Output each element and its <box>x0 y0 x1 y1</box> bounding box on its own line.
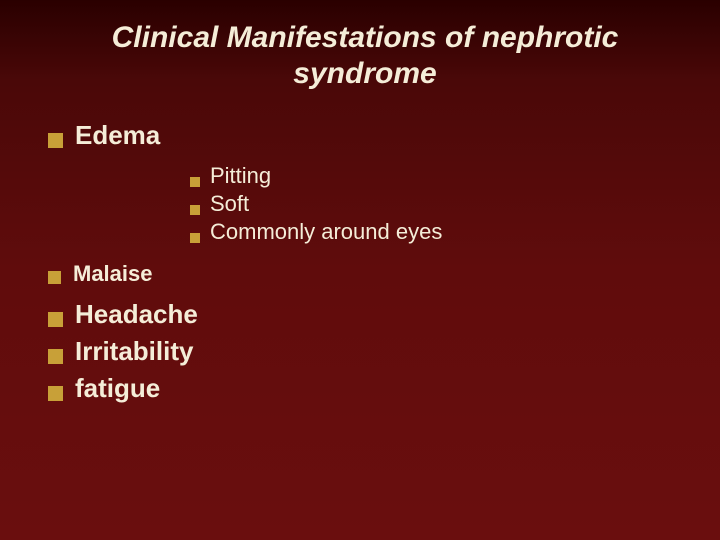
bullet-edema: Edema <box>48 120 690 151</box>
sub-bullet-soft: Soft <box>190 191 690 217</box>
bullet-text: Edema <box>75 120 160 151</box>
bullet-text: Irritability <box>75 336 193 367</box>
bullet-headache: Headache <box>48 299 690 330</box>
square-bullet-icon <box>48 349 63 364</box>
square-bullet-icon <box>48 271 61 284</box>
bullet-text: Headache <box>75 299 198 330</box>
square-bullet-icon <box>48 133 63 148</box>
square-bullet-icon <box>190 205 200 215</box>
bullet-text: Soft <box>210 191 249 217</box>
bullet-text: Malaise <box>73 261 153 287</box>
square-bullet-icon <box>48 312 63 327</box>
sub-bullet-eyes: Commonly around eyes <box>190 219 690 245</box>
square-bullet-icon <box>48 386 63 401</box>
sub-bullet-pitting: Pitting <box>190 163 690 189</box>
bullet-malaise: Malaise <box>48 261 690 287</box>
slide-container: Clinical Manifestations of nephrotic syn… <box>0 0 720 540</box>
bullet-text: Pitting <box>210 163 271 189</box>
slide-title: Clinical Manifestations of nephrotic syn… <box>40 20 690 92</box>
square-bullet-icon <box>190 233 200 243</box>
bullet-text: fatigue <box>75 373 160 404</box>
bullet-irritability: Irritability <box>48 336 690 367</box>
bullet-fatigue: fatigue <box>48 373 690 404</box>
bullet-text: Commonly around eyes <box>210 219 442 245</box>
square-bullet-icon <box>190 177 200 187</box>
